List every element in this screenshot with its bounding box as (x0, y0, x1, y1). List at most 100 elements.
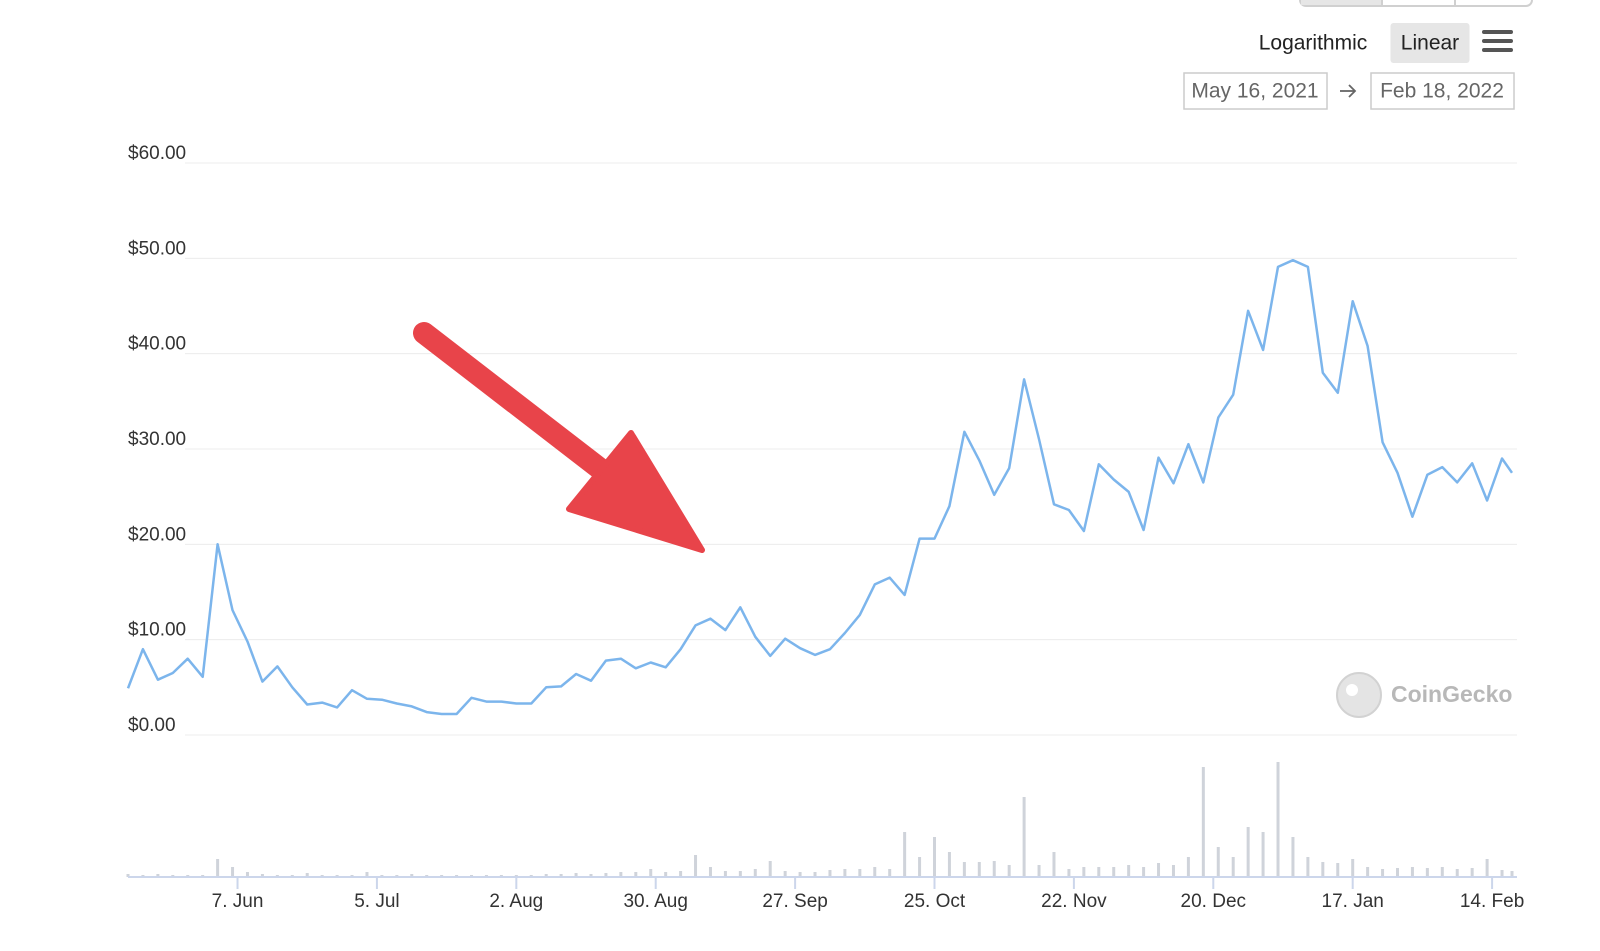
volume-bar (156, 874, 160, 877)
volume-bar (783, 871, 787, 877)
volume-bar (903, 832, 907, 877)
x-tick-label: 17. Jan (1322, 891, 1384, 912)
volume-bar (1381, 869, 1385, 877)
date-input[interactable] (1183, 72, 1328, 110)
volume-bar (873, 867, 877, 877)
volume-bar (679, 871, 683, 877)
volume-bar (843, 869, 847, 877)
volume-bar (933, 837, 937, 877)
volume-bar (245, 872, 249, 877)
volume-bar (1082, 867, 1086, 877)
x-tick-label: 7. Jun (212, 891, 264, 912)
y-tick-label: $50.00 (128, 238, 186, 259)
volume-bar (410, 874, 414, 877)
volume-bar (1216, 847, 1220, 877)
volume-bar (708, 867, 712, 877)
volume-bar (768, 861, 772, 877)
volume-bar (977, 862, 981, 877)
volume-bar (1351, 859, 1355, 877)
price-line (126, 258, 1514, 716)
menu-icon[interactable] (1482, 30, 1513, 52)
volume-bar (1246, 827, 1250, 877)
volume-bar (1470, 868, 1474, 877)
volume-bar (544, 874, 548, 877)
x-tick-label: 14. Feb (1460, 891, 1524, 912)
x-tick-label: 25. Oct (904, 891, 966, 912)
volume-bar (305, 873, 309, 877)
date-from: May 16, 2021 (1191, 80, 1318, 103)
volume-bar (574, 873, 578, 877)
date-to: Feb 18, 2022 (1380, 80, 1504, 103)
volume-bar (798, 872, 802, 877)
volume-bar (858, 869, 862, 877)
scale-button-active[interactable] (1390, 23, 1470, 63)
volume-bar (813, 872, 817, 877)
volume-bar (126, 874, 130, 877)
volume-bar (1291, 837, 1295, 877)
volume-bar (649, 869, 653, 877)
volume-bar (947, 852, 951, 877)
volume-bar (1366, 867, 1370, 877)
volume-bar (1395, 868, 1399, 877)
volume-bar (231, 867, 235, 877)
volume-bar (962, 862, 966, 877)
x-tick-label: 5. Jul (354, 891, 399, 912)
volume-bar (216, 859, 220, 877)
volume-bar (1321, 862, 1325, 877)
x-tick-label: 27. Sep (762, 891, 828, 912)
volume-bar (723, 871, 727, 877)
range-button-active[interactable] (1301, 0, 1381, 5)
volume-bar (1052, 852, 1056, 877)
annotation-arrow (413, 322, 705, 553)
annotation-arrow-head (566, 430, 705, 553)
x-axis: 7. Jun 5. Jul 2. Aug 30. Aug 27. Sep 25. Oct 2… (128, 876, 1524, 912)
volume-bar (1231, 857, 1235, 877)
scale-buttons: Logarithmic Linear (1259, 23, 1470, 63)
y-tick-label: $20.00 (128, 524, 186, 545)
volume-bar (1336, 863, 1340, 877)
volume-bar (1127, 865, 1131, 877)
y-tick-label: $60.00 (128, 143, 186, 164)
watermark-logo-eye (1346, 684, 1358, 696)
volume-bar (365, 872, 369, 877)
volume-bar (1022, 797, 1026, 877)
scale-button[interactable]: Logarithmic (1259, 32, 1368, 55)
volume-bars (126, 762, 1514, 877)
volume-bar (1510, 871, 1514, 877)
annotation-arrow-shaft (413, 322, 623, 489)
volume-bar (1306, 857, 1310, 877)
arrow-head (1348, 84, 1357, 98)
volume-bar (260, 874, 264, 877)
volume-bar (589, 874, 593, 877)
x-tick-label: 2. Aug (489, 891, 543, 912)
volume-bar (1157, 863, 1161, 877)
scale-button[interactable]: Linear (1401, 32, 1459, 55)
volume-bar (559, 874, 563, 877)
grid: $0.00 $10.00 $20.00 $30.00 $40.00 $50.00 $60.0… (128, 143, 1517, 736)
y-tick-label: $0.00 (128, 715, 176, 736)
volume-bar (664, 872, 668, 877)
volume-bar (828, 870, 832, 877)
volume-bar (1500, 870, 1504, 877)
volume-bar (1037, 865, 1041, 877)
watermark-text: CoinGecko (1391, 681, 1512, 707)
volume-bar (753, 869, 757, 877)
plot (126, 258, 1514, 716)
volume-bar (918, 857, 922, 877)
x-tick-label: 30. Aug (623, 891, 687, 912)
date-range: May 16, 2021 Feb 18, 2022 (1183, 72, 1515, 110)
x-tick-label: 20. Dec (1181, 891, 1246, 912)
y-tick-label: $40.00 (128, 334, 186, 355)
volume-bar (888, 869, 892, 877)
volume-bar (619, 872, 623, 877)
range-buttons (1299, 0, 1533, 7)
watermark: CoinGecko (1336, 672, 1512, 718)
range-arrow (1340, 84, 1357, 98)
volume-bar (1201, 767, 1205, 877)
volume-bar (1410, 867, 1414, 877)
volume-bar (1485, 859, 1489, 877)
volume-bar (1007, 865, 1011, 877)
date-input[interactable] (1370, 72, 1515, 110)
volume-bar (634, 872, 638, 877)
